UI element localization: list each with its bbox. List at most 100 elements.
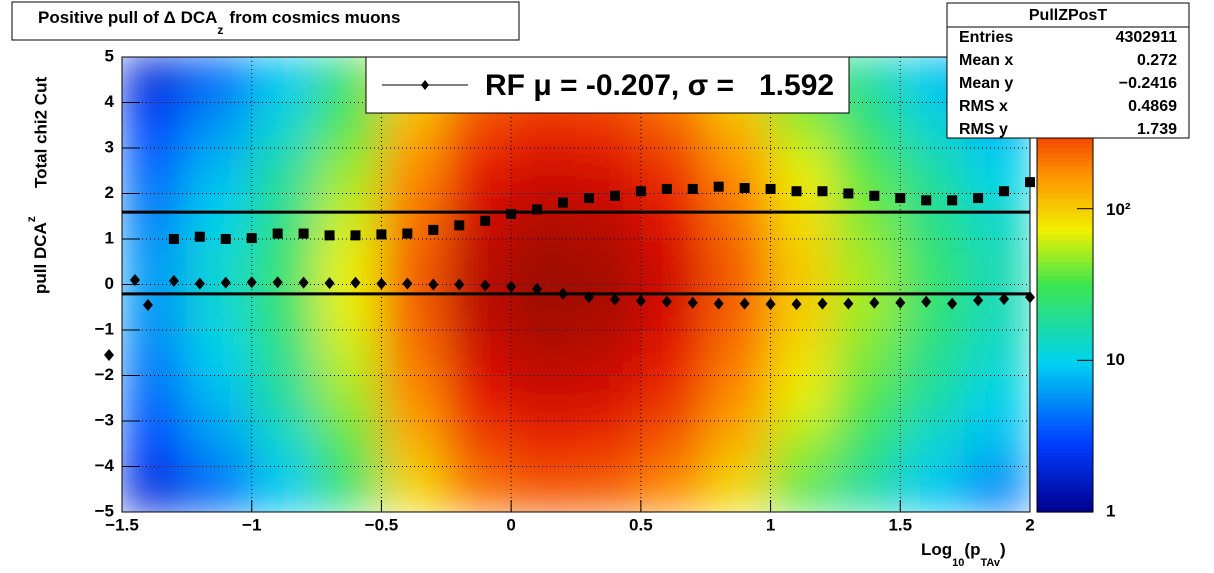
heat-cell <box>834 374 902 422</box>
colorbar-band <box>1037 407 1093 413</box>
diamond-marker <box>895 296 906 309</box>
heat-cell <box>575 238 642 286</box>
heat-cell <box>250 283 318 331</box>
heat-cell <box>834 329 902 377</box>
heat-cell <box>834 192 902 240</box>
heat-cell <box>704 283 772 331</box>
heat-cell <box>445 374 513 422</box>
heat-cell <box>769 192 837 240</box>
square-marker <box>480 215 491 226</box>
heat-cell <box>185 465 253 512</box>
colorbar-band <box>1037 161 1093 167</box>
diamond-marker <box>687 296 698 309</box>
heat-cell <box>122 57 188 104</box>
heat-cell <box>704 238 772 286</box>
stats-value: 0.272 <box>1137 52 1177 69</box>
heat-cell <box>899 238 967 286</box>
square-marker <box>869 190 880 201</box>
heat-cell <box>964 374 1030 422</box>
diamond-marker <box>973 294 984 307</box>
colorbar-band <box>1037 198 1093 204</box>
colorbar-band <box>1037 430 1093 436</box>
colorbar-band <box>1037 279 1093 286</box>
heat-cell <box>834 420 902 468</box>
stats-label: Entries <box>959 29 1013 46</box>
square-marker <box>765 183 776 194</box>
colorbar-band <box>1037 166 1093 172</box>
colorbar-band <box>1037 320 1093 327</box>
heat-cell <box>445 465 513 512</box>
heat-cell <box>769 329 837 377</box>
colorbar-band <box>1037 270 1093 276</box>
heat-cell <box>639 374 707 422</box>
diamond-marker <box>104 349 115 362</box>
colorbar-band <box>1037 489 1093 495</box>
x-tick-label: −1.5 <box>105 515 139 534</box>
heat-cell <box>380 238 448 286</box>
square-marker <box>817 186 828 197</box>
stats-label: RMS x <box>959 98 1008 115</box>
colorbar-band <box>1037 148 1093 154</box>
heat-cell <box>185 329 253 377</box>
colorbar-band <box>1037 229 1093 236</box>
colorbar-band <box>1037 439 1093 445</box>
heat-cell <box>380 465 448 512</box>
square-marker <box>194 231 205 242</box>
heat-cell <box>964 329 1030 377</box>
heat-cell <box>834 147 902 195</box>
square-marker <box>350 230 361 241</box>
heat-cell <box>510 420 577 468</box>
square-marker <box>973 193 984 204</box>
colorbar-band <box>1037 193 1093 199</box>
diamond-marker <box>376 277 387 290</box>
colorbar-band <box>1037 402 1093 408</box>
diamond-marker <box>583 291 594 304</box>
colorbar-band <box>1037 325 1093 331</box>
diamond-marker <box>506 280 517 293</box>
heat-cell <box>510 283 577 331</box>
stats-name: PullZPosT <box>1029 7 1107 24</box>
heat-cell <box>250 57 318 104</box>
heat-cell <box>315 374 383 422</box>
x-label: Log10(pTAv) <box>921 540 1006 568</box>
square-marker <box>246 233 257 244</box>
x-tick-label: 0.5 <box>629 515 653 534</box>
heat-cell <box>510 465 577 512</box>
colorbar-band <box>1037 370 1093 377</box>
heat-cell <box>964 420 1030 468</box>
heat-cell <box>445 192 513 240</box>
heat-cell <box>639 283 707 331</box>
heat-cell <box>769 374 837 422</box>
colorbar-band <box>1037 389 1093 395</box>
heat-cell <box>122 192 188 240</box>
stats-value: 0.4869 <box>1128 98 1177 115</box>
y-tick-label: 4 <box>105 92 115 111</box>
x-tick-label: 2 <box>1025 515 1034 534</box>
diamond-marker <box>480 279 491 292</box>
colorbar-band <box>1037 448 1093 454</box>
heat-cell <box>122 420 188 468</box>
colorbar-band <box>1037 216 1093 222</box>
x-tick-label: −0.5 <box>365 515 399 534</box>
diamond-marker <box>1025 291 1035 304</box>
y-tick-label: 0 <box>105 274 114 293</box>
y-tick-label: −1 <box>95 319 114 338</box>
square-marker <box>661 183 672 194</box>
heat-cell <box>380 283 448 331</box>
diamond-marker <box>298 276 309 289</box>
heat-cell <box>769 420 837 468</box>
heat-cell <box>964 465 1030 512</box>
heat-cell <box>315 465 383 512</box>
square-marker <box>324 230 335 241</box>
diamond-marker <box>558 287 569 300</box>
heat-cell <box>575 420 642 468</box>
diamond-marker <box>999 293 1010 306</box>
diamond-marker <box>532 283 543 296</box>
heat-cell <box>250 147 318 195</box>
heat-cell <box>769 465 837 512</box>
heat-cell <box>899 420 967 468</box>
heat-cell <box>185 57 253 104</box>
diamond-marker <box>713 297 724 310</box>
colorbar-band <box>1037 416 1093 422</box>
